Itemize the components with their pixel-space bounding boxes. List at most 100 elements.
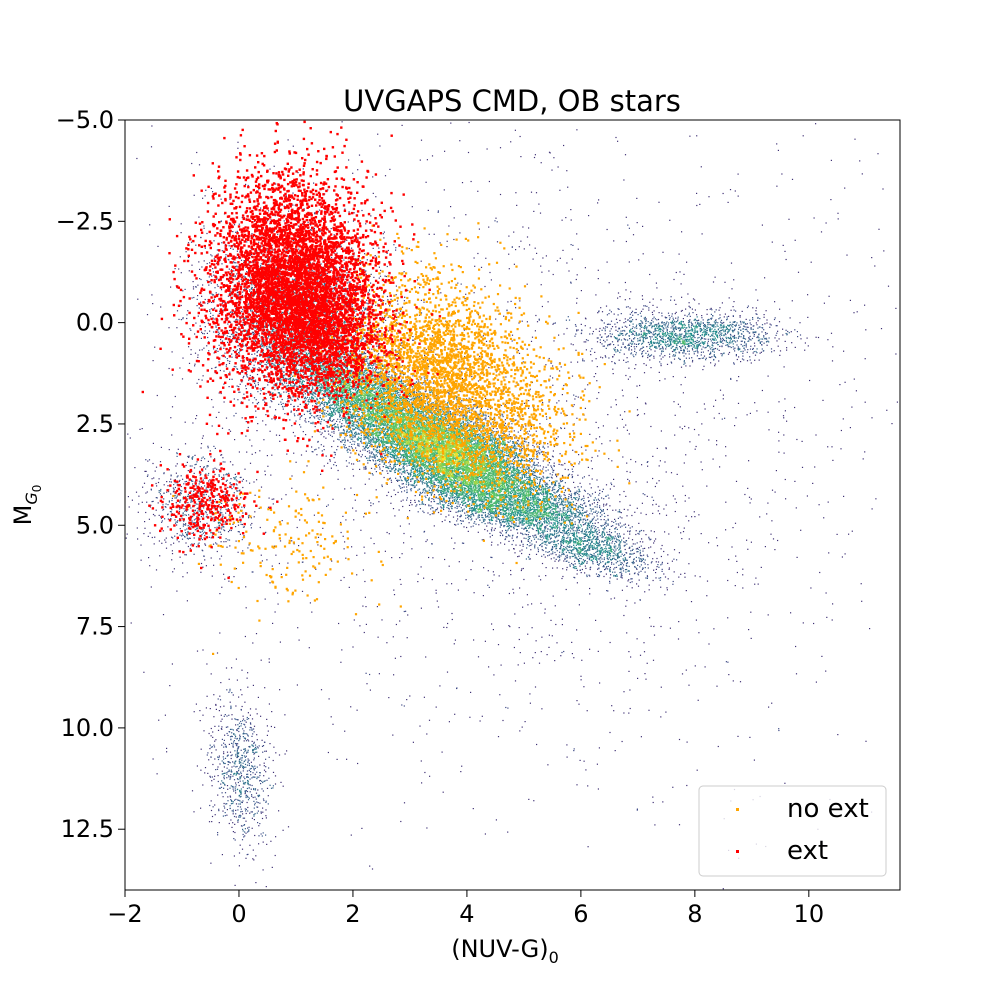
density-point <box>714 333 716 335</box>
density-point <box>446 626 448 629</box>
density-point <box>518 638 520 641</box>
density-point <box>313 271 315 273</box>
density-point <box>432 427 435 429</box>
density-point <box>595 541 598 543</box>
density-point <box>671 346 673 348</box>
density-point <box>561 536 564 538</box>
density-point <box>376 447 378 449</box>
density-point <box>552 567 554 569</box>
density-point <box>430 423 432 425</box>
density-point <box>815 434 817 436</box>
density-point <box>533 485 535 487</box>
density-point <box>589 494 591 496</box>
density-point <box>428 457 430 459</box>
density-point <box>245 385 247 387</box>
density-point <box>195 418 197 420</box>
density-point <box>383 459 385 461</box>
density-point <box>434 484 436 486</box>
density-point <box>207 752 209 754</box>
density-point <box>643 317 645 319</box>
density-point <box>526 520 528 522</box>
density-point <box>217 794 219 796</box>
density-point <box>637 340 639 342</box>
density-point <box>709 327 711 329</box>
density-point <box>212 468 214 470</box>
density-point <box>563 548 565 550</box>
density-point <box>343 404 345 406</box>
density-point <box>312 379 314 382</box>
density-point <box>249 360 251 362</box>
density-point <box>738 326 740 329</box>
density-point <box>257 423 259 425</box>
density-point <box>266 364 268 366</box>
density-point <box>519 515 522 517</box>
density-point <box>509 440 511 442</box>
density-point <box>512 458 514 460</box>
density-point <box>622 559 625 561</box>
density-point <box>214 527 216 529</box>
density-point <box>564 503 566 506</box>
density-point <box>328 405 330 407</box>
density-point <box>596 513 598 515</box>
density-point <box>292 337 294 339</box>
density-point <box>621 418 623 420</box>
density-point <box>319 403 321 406</box>
density-point <box>537 485 539 487</box>
density-point <box>736 340 738 342</box>
density-point <box>382 397 384 399</box>
density-point <box>609 566 611 569</box>
density-point <box>564 532 566 535</box>
density-point <box>212 294 215 296</box>
density-point <box>575 503 578 505</box>
density-point <box>419 478 421 480</box>
density-point <box>186 534 188 536</box>
density-point <box>593 376 595 378</box>
density-point <box>731 325 733 327</box>
density-point <box>800 529 802 531</box>
density-point <box>407 408 409 410</box>
density-point <box>759 318 761 320</box>
density-point <box>255 410 257 412</box>
density-point <box>375 410 377 413</box>
density-point <box>564 427 566 429</box>
density-point <box>249 348 251 350</box>
density-point <box>380 433 382 435</box>
density-point <box>346 326 348 328</box>
density-point <box>405 444 407 447</box>
density-point <box>408 419 410 421</box>
density-point <box>450 435 452 437</box>
density-point <box>587 548 589 550</box>
density-point <box>270 367 272 369</box>
density-point <box>656 557 658 560</box>
density-point <box>495 474 497 476</box>
density-point <box>469 482 471 484</box>
density-point <box>542 542 544 544</box>
density-point <box>581 563 583 565</box>
density-point <box>642 253 644 255</box>
density-point <box>450 497 452 499</box>
density-point <box>344 416 346 418</box>
density-point <box>540 284 542 286</box>
density-point <box>476 479 478 481</box>
density-point <box>719 466 721 468</box>
density-point <box>755 289 757 291</box>
density-point <box>608 561 610 563</box>
density-point <box>551 494 554 496</box>
density-point <box>680 310 682 312</box>
density-point <box>674 328 676 330</box>
density-point <box>590 546 592 548</box>
density-point <box>231 488 233 490</box>
density-point <box>588 542 590 544</box>
density-point <box>716 324 718 326</box>
density-point <box>224 494 227 496</box>
density-point <box>746 539 748 541</box>
density-point <box>568 534 570 536</box>
density-point <box>460 492 462 494</box>
density-point <box>403 300 405 302</box>
density-point <box>372 311 374 313</box>
density-point <box>353 425 355 427</box>
density-point <box>204 458 206 460</box>
density-point <box>257 350 260 352</box>
density-point <box>276 276 279 278</box>
density-point <box>323 283 325 285</box>
